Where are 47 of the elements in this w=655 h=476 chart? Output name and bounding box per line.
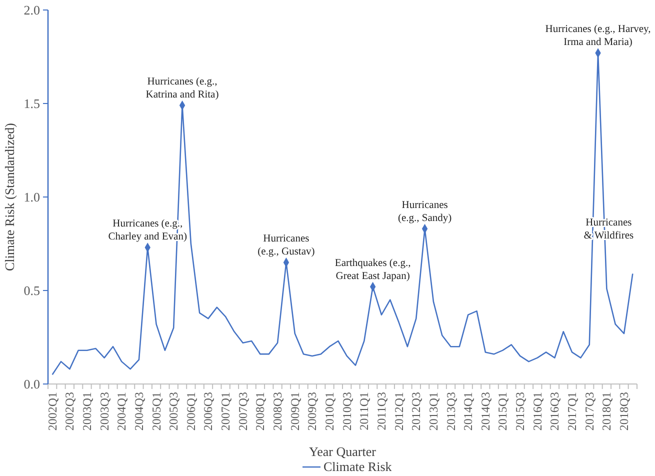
x-tick-label: 2008Q1 [253,392,268,431]
x-tick-label: 2017Q1 [565,392,580,431]
x-tick-label: 2009Q3 [305,392,320,431]
x-tick-label: 2014Q1 [461,392,476,431]
x-tick-label: 2009Q1 [288,392,302,431]
annotation: Hurricanes (e.g., Gustav) [258,233,316,258]
y-tick-label: 1.5 [24,96,40,112]
y-axis-title: Climate Risk (Standardized) [2,122,17,272]
annotation: Earthquakes (e.g., Great East Japan) [334,258,411,282]
y-tick-label: 1.0 [24,190,40,205]
annotation: Hurricanes (e.g., Sandy) [398,200,452,224]
x-tick-label: 2017Q3 [582,392,596,431]
x-tick-label: 2015Q1 [496,392,510,431]
x-axis-title: Year Quarter [309,444,377,459]
x-tick-label: 2004Q3 [132,392,146,431]
x-tick-label: 2005Q3 [166,392,181,431]
annotation: Hurricanes (e.g., Harvey, Irma and Maria) [545,24,651,48]
x-tick-label: 2016Q3 [548,392,562,431]
x-tick-label: 2003Q1 [80,392,94,431]
x-tick-label: 2005Q1 [149,392,164,431]
y-tick-label: 0.0 [24,376,40,392]
y-tick-label: 2.0 [24,2,40,18]
x-tick-label: 2013Q3 [444,392,458,431]
y-tick-label: 0.5 [24,283,40,298]
x-tick-label: 2012Q1 [392,392,406,431]
x-tick-label: 2018Q3 [617,392,632,431]
x-tick-label: 2007Q3 [236,392,250,431]
x-tick-label: 2012Q3 [409,392,424,431]
x-tick-label: 2006Q3 [201,392,216,431]
x-tick-label: 2008Q3 [270,392,285,431]
x-tick-label: 2014Q3 [478,392,492,431]
x-tick-label: 2010Q3 [340,392,354,431]
x-tick-label: 2002Q3 [62,392,77,431]
x-tick-label: 2015Q3 [513,392,528,431]
x-tick-label: 2013Q1 [426,392,440,431]
x-tick-label: 2006Q1 [184,392,198,431]
x-tick-label: 2011Q1 [357,392,372,430]
x-tick-label: 2010Q1 [322,392,337,431]
x-tick-label: 2018Q1 [600,392,614,431]
x-tick-label: 2004Q1 [114,392,129,431]
x-tick-label: 2007Q1 [218,392,233,431]
legend-label: Climate Risk [324,459,392,474]
annotation: Hurricanes (e.g., Katrina and Rita) [146,76,220,100]
x-tick-label: 2003Q3 [97,392,112,431]
x-tick-label: 2011Q3 [374,392,388,430]
x-tick-label: 2016Q1 [530,392,544,431]
x-tick-label: 2002Q1 [45,392,60,431]
